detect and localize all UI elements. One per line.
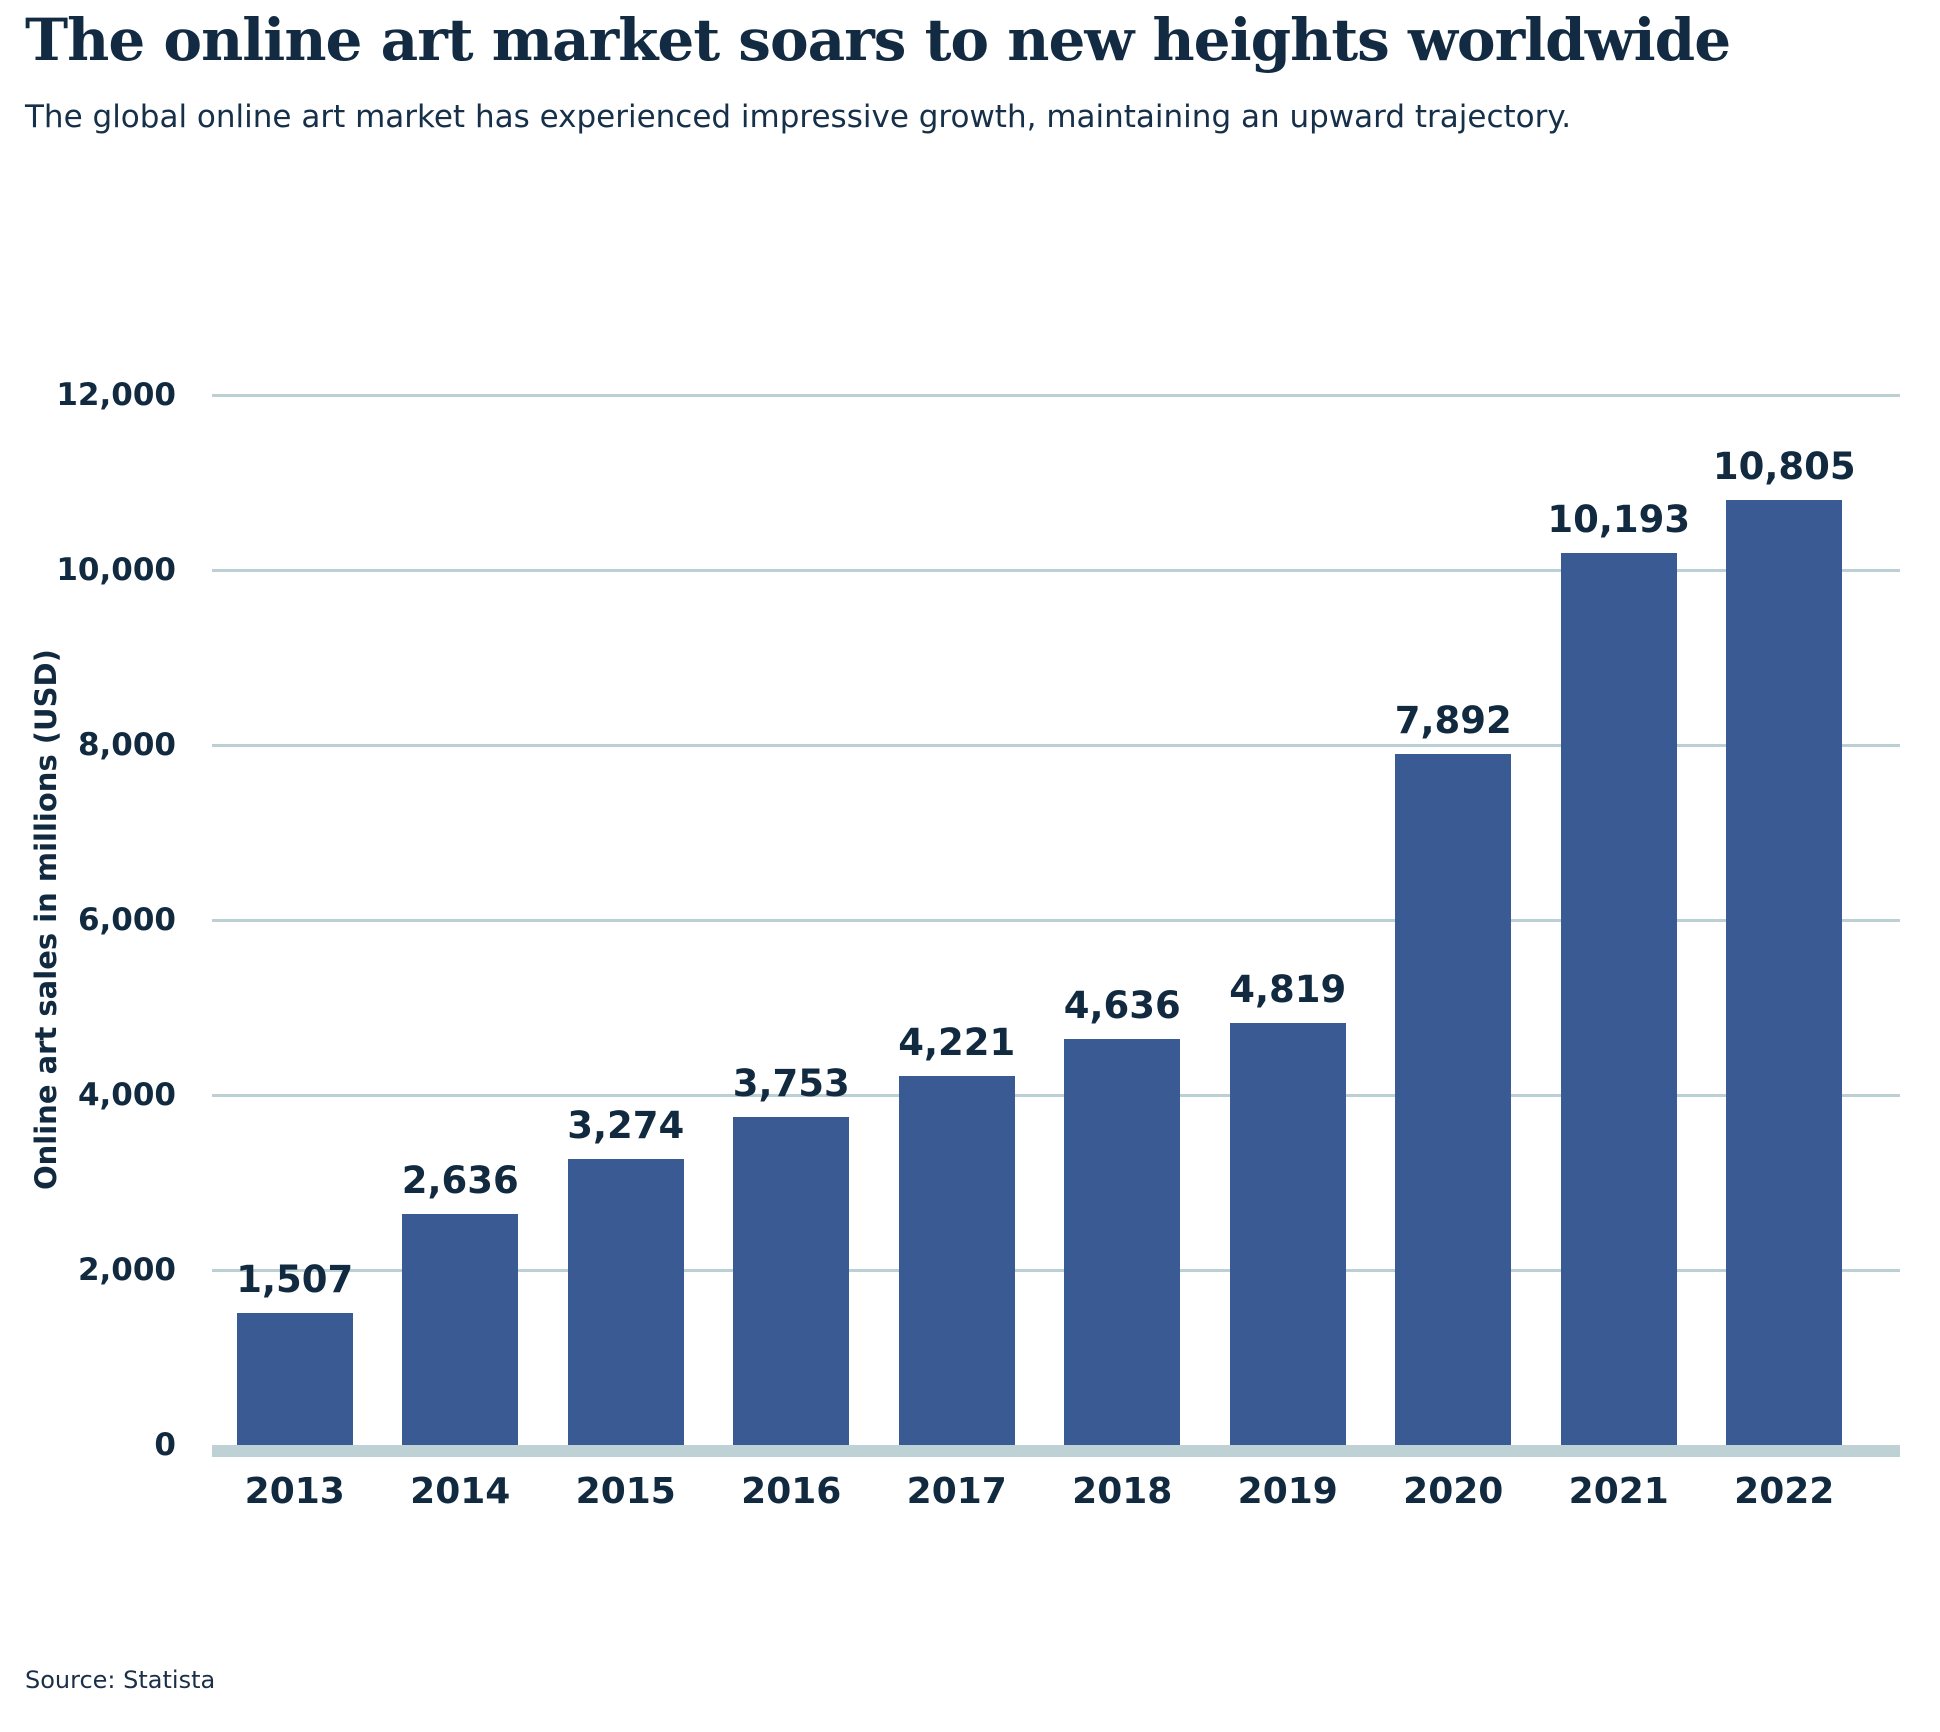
bar-group: 4,819 2019 [1205,395,1371,1512]
bar-value-label: 4,221 [898,1020,1016,1064]
source-attribution: Source: Statista [25,1666,216,1694]
bar [1560,553,1677,1445]
bar-group: 3,753 2016 [709,395,875,1512]
gridline [212,1269,1900,1272]
y-tick-label: 2,000 [77,1252,176,1288]
x-tick-label: 2014 [410,1471,511,1512]
bar-value-label: 1,507 [236,1258,354,1302]
bar-chart: 1,507 2013 2,636 2014 3,274 2015 3,753 2016 4,22… [56,377,1900,1512]
bar [898,1075,1015,1445]
bar-group: 2,636 2014 [378,395,544,1512]
bar [1229,1023,1346,1445]
gridline [212,744,1900,747]
y-tick-label: 4,000 [77,1077,176,1113]
bar-group: 7,892 2020 [1371,395,1537,1512]
y-tick-label: 10,000 [56,552,176,588]
x-tick-label: 2018 [1072,1471,1173,1512]
bar-value-label: 7,892 [1394,699,1512,743]
bar-value-label: 2,636 [401,1159,519,1203]
gridline [212,1094,1900,1097]
bar-value-label: 10,193 [1547,498,1691,542]
bar [1726,499,1843,1445]
x-tick-label: 2013 [244,1471,345,1512]
x-tick-label: 2016 [741,1471,842,1512]
bar-value-label: 4,819 [1229,968,1347,1012]
x-tick-label: 2017 [906,1471,1007,1512]
bar-value-label: 3,274 [567,1103,685,1147]
bar [567,1158,684,1445]
y-tick-label: 8,000 [77,727,176,763]
x-tick-label: 2019 [1237,1471,1338,1512]
y-tick-label: 12,000 [56,377,176,413]
x-tick-label: 2015 [575,1471,676,1512]
bar-group: 10,193 2021 [1536,395,1702,1512]
bar-group: 3,274 2015 [543,395,709,1512]
gridline [212,394,1900,397]
bar-group: 1,507 2013 [212,395,378,1512]
x-tick-label: 2021 [1568,1471,1669,1512]
page-title: The online art market soars to new heigh… [25,6,1731,74]
y-tick-label: 6,000 [77,902,176,938]
bar-value-label: 3,753 [732,1061,850,1105]
gridline [212,569,1900,572]
bar-value-label: 10,805 [1712,444,1856,488]
x-tick-label: 2022 [1734,1471,1835,1512]
bar [1395,754,1512,1445]
bar-value-label: 4,636 [1063,984,1181,1028]
x-tick-label: 2020 [1403,1471,1504,1512]
bars-layer: 1,507 2013 2,636 2014 3,274 2015 3,753 2016 4,22… [212,395,1868,1512]
y-tick-label: 0 [154,1427,176,1463]
bar [402,1214,519,1445]
x-axis-line [212,1445,1900,1457]
bar [1064,1039,1181,1445]
bar [236,1313,353,1445]
bar-group: 4,636 2018 [1040,395,1206,1512]
page-subtitle: The global online art market has experie… [25,99,1572,135]
bar [733,1116,850,1445]
bar-group: 10,805 2022 [1702,395,1868,1512]
gridline [212,919,1900,922]
bar-group: 4,221 2017 [874,395,1040,1512]
